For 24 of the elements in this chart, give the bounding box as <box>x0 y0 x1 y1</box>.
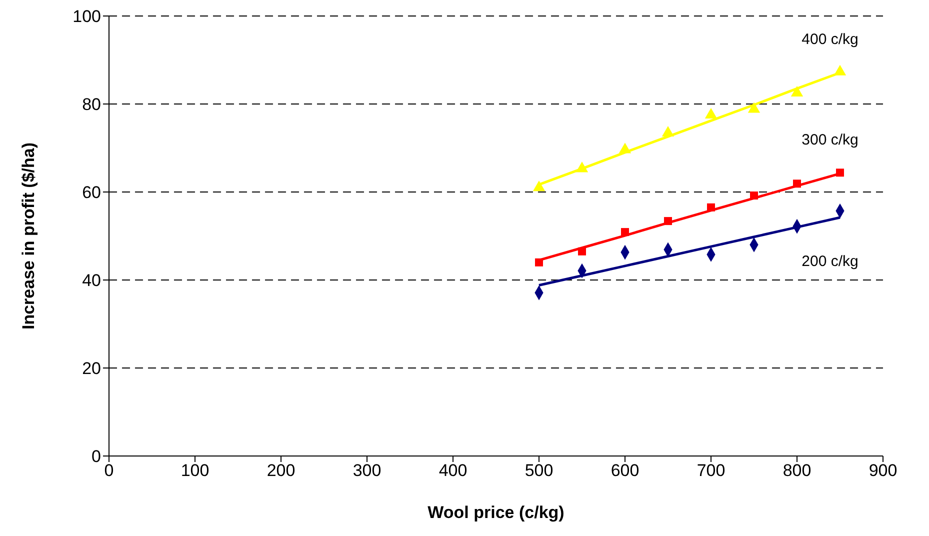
series-label: 400 c/kg <box>802 30 858 48</box>
x-tick-label: 200 <box>266 461 296 480</box>
x-tick-label: 600 <box>610 461 640 480</box>
y-tick-label: 80 <box>82 95 101 114</box>
y-tick-label: 0 <box>92 447 101 466</box>
x-tick-label: 700 <box>696 461 726 480</box>
x-tick-label: 300 <box>352 461 382 480</box>
x-tick-label: 800 <box>782 461 812 480</box>
series-label: 300 c/kg <box>802 132 858 149</box>
x-tick-label: 400 <box>438 461 468 480</box>
x-tick-label: 900 <box>868 461 898 480</box>
y-tick-label: 100 <box>72 7 101 26</box>
point <box>748 102 760 113</box>
x-tick-label: 500 <box>524 461 554 480</box>
x-axis-title: Wool price (c/kg) <box>428 503 564 522</box>
y-axis-title: Increase in profit ($/ha) <box>19 142 38 330</box>
y-tick-label: 40 <box>82 271 101 290</box>
point <box>704 108 718 119</box>
y-tick-label: 60 <box>82 183 101 202</box>
series-label: 200 c/kg <box>802 252 858 270</box>
x-tick-label: 100 <box>180 461 210 480</box>
y-tick-label: 20 <box>82 359 101 378</box>
point <box>532 180 546 192</box>
x-tick-label: 0 <box>104 461 114 480</box>
